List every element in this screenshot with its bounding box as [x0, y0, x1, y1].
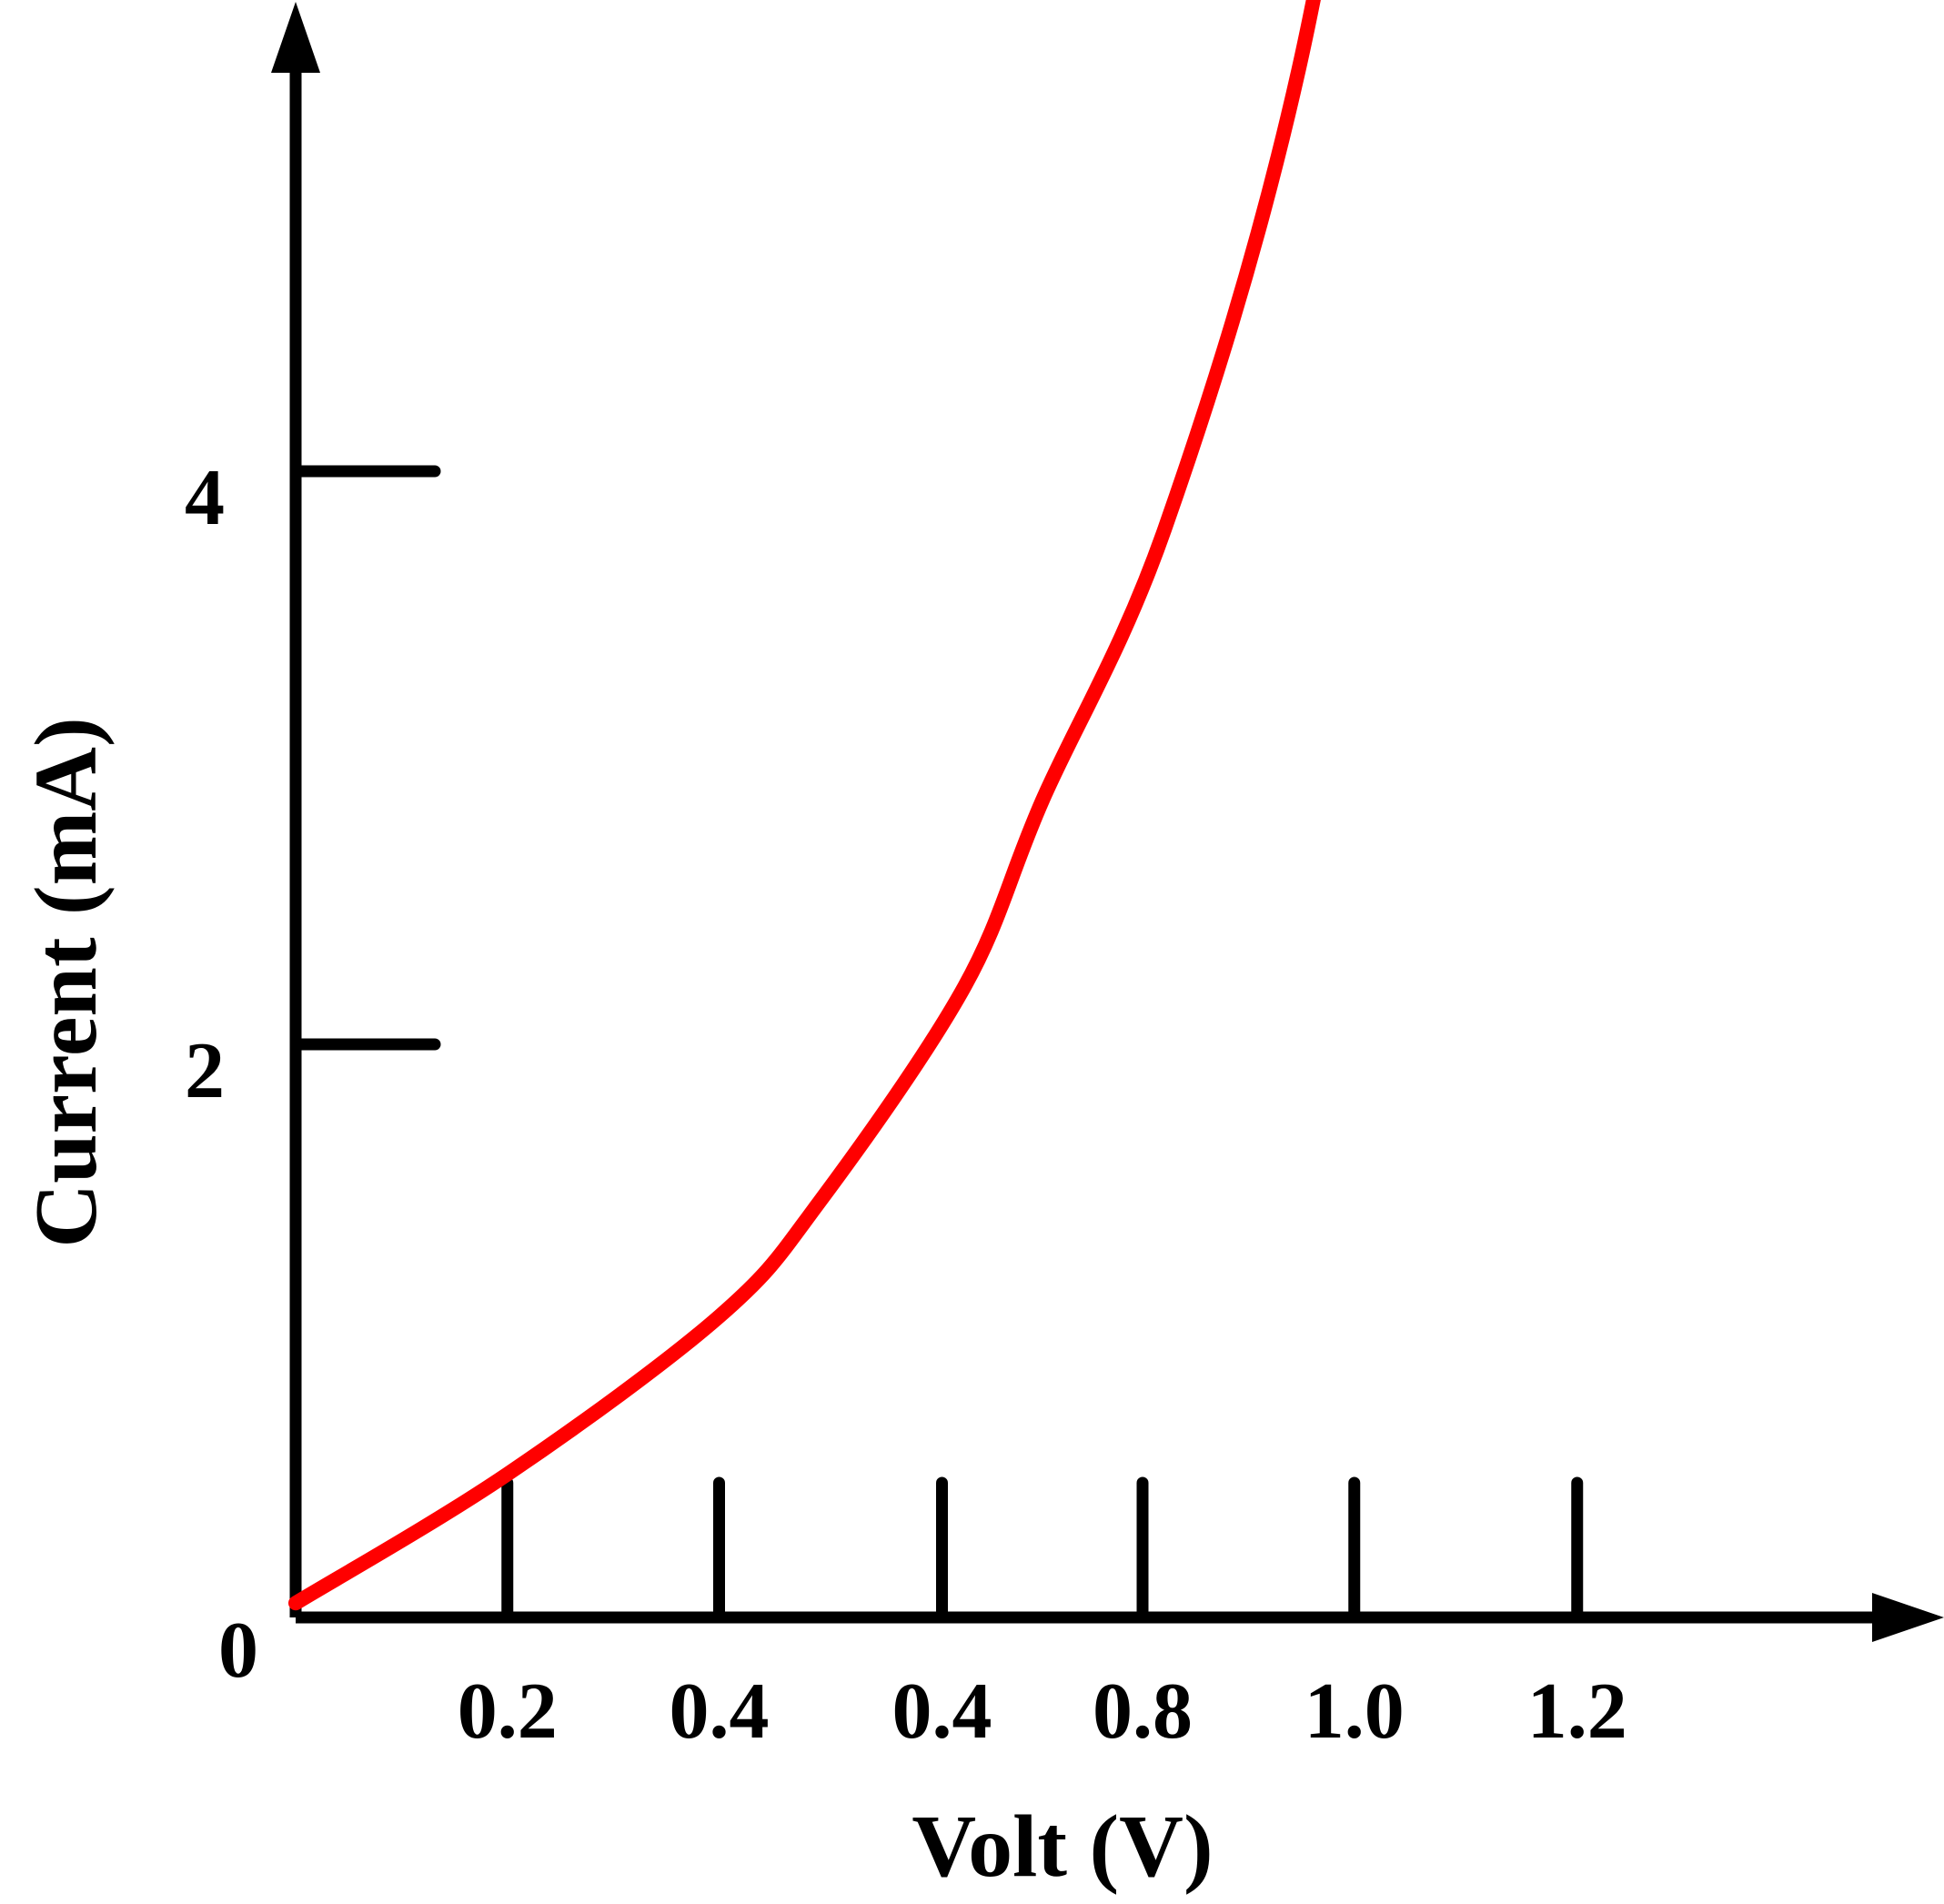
series-line-0 [288, 0, 1321, 1611]
x-tick-label-2: 0.4 [892, 1667, 992, 1756]
y-tick-label-1: 4 [185, 454, 225, 542]
x-axis-arrow [1872, 1593, 1944, 1642]
y-ticks: 246810 [185, 454, 441, 1115]
x-tick-label-4: 1.0 [1304, 1667, 1405, 1756]
x-tick-label-3: 0.8 [1093, 1667, 1193, 1756]
x-axis-title: Volt (V) [912, 1798, 1213, 1896]
x-tick-label-0: 0.2 [458, 1667, 558, 1756]
x-ticks: 0.2 0.4 0.4 0.8 1.0 1.2 [458, 1476, 1627, 1756]
y-axis-arrow [271, 2, 320, 73]
axes [271, 2, 1944, 1642]
x-tick-label-1: 0.4 [670, 1667, 770, 1756]
y-axis-title: Current (mA) [17, 717, 116, 1247]
y-tick-label-0: 2 [185, 1027, 225, 1115]
origin-label: 0 [218, 1607, 258, 1695]
x-tick-label-5: 1.2 [1527, 1667, 1627, 1756]
series-layer [288, 0, 1321, 1611]
